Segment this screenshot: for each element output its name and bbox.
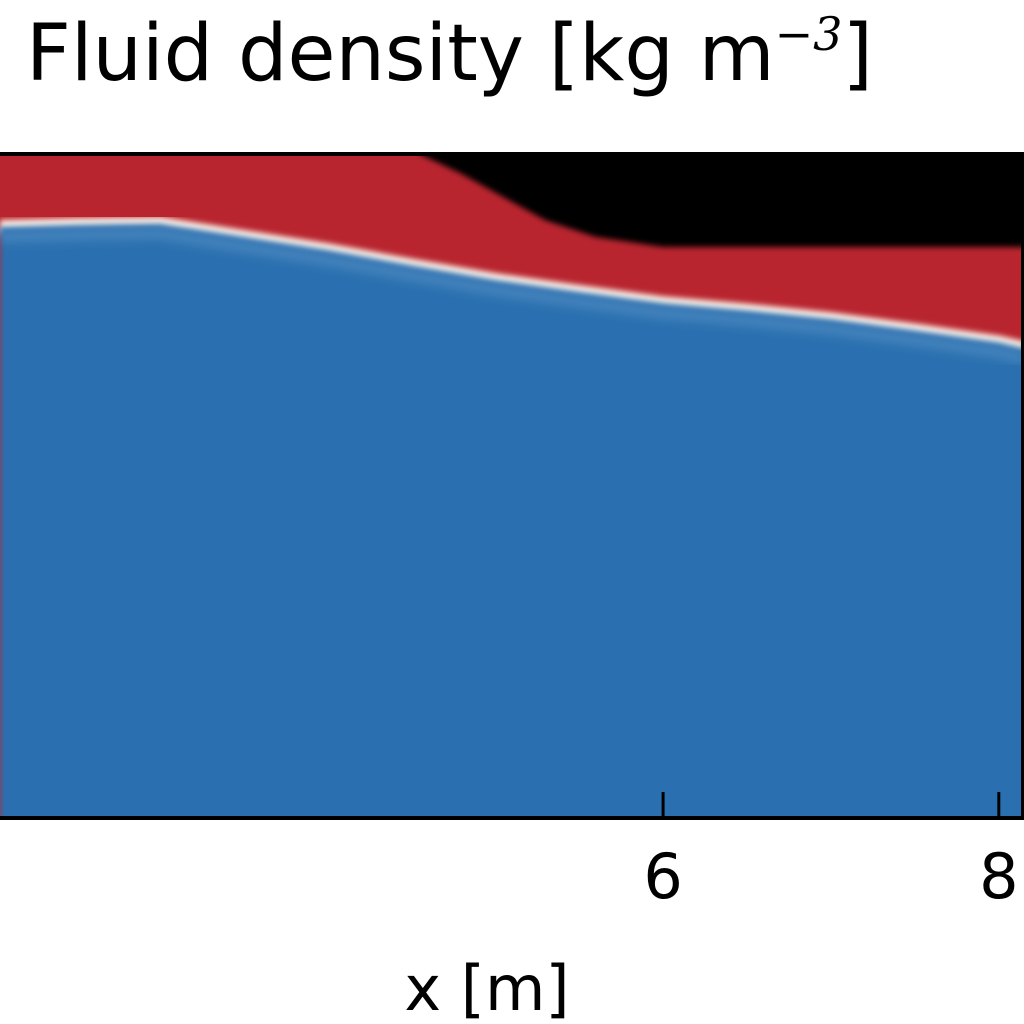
gas-region xyxy=(419,154,1024,247)
density-field xyxy=(0,154,1024,818)
x-tick-label-8: 8 xyxy=(979,840,1018,913)
interface-shading xyxy=(0,228,1024,364)
x-tick-label-6: 6 xyxy=(643,840,682,913)
axes: 6 8 x [m] xyxy=(0,152,1024,1024)
x-axis-label: x [m] xyxy=(404,952,569,1024)
chart-title-text: Fluid density [kg m xyxy=(26,9,775,99)
chart-title-exponent: −3 xyxy=(774,7,843,61)
chart-title-close: ] xyxy=(842,9,873,99)
dense-fluid-region xyxy=(0,223,1024,818)
chart-title: Fluid density [kg m−3] xyxy=(26,6,873,102)
